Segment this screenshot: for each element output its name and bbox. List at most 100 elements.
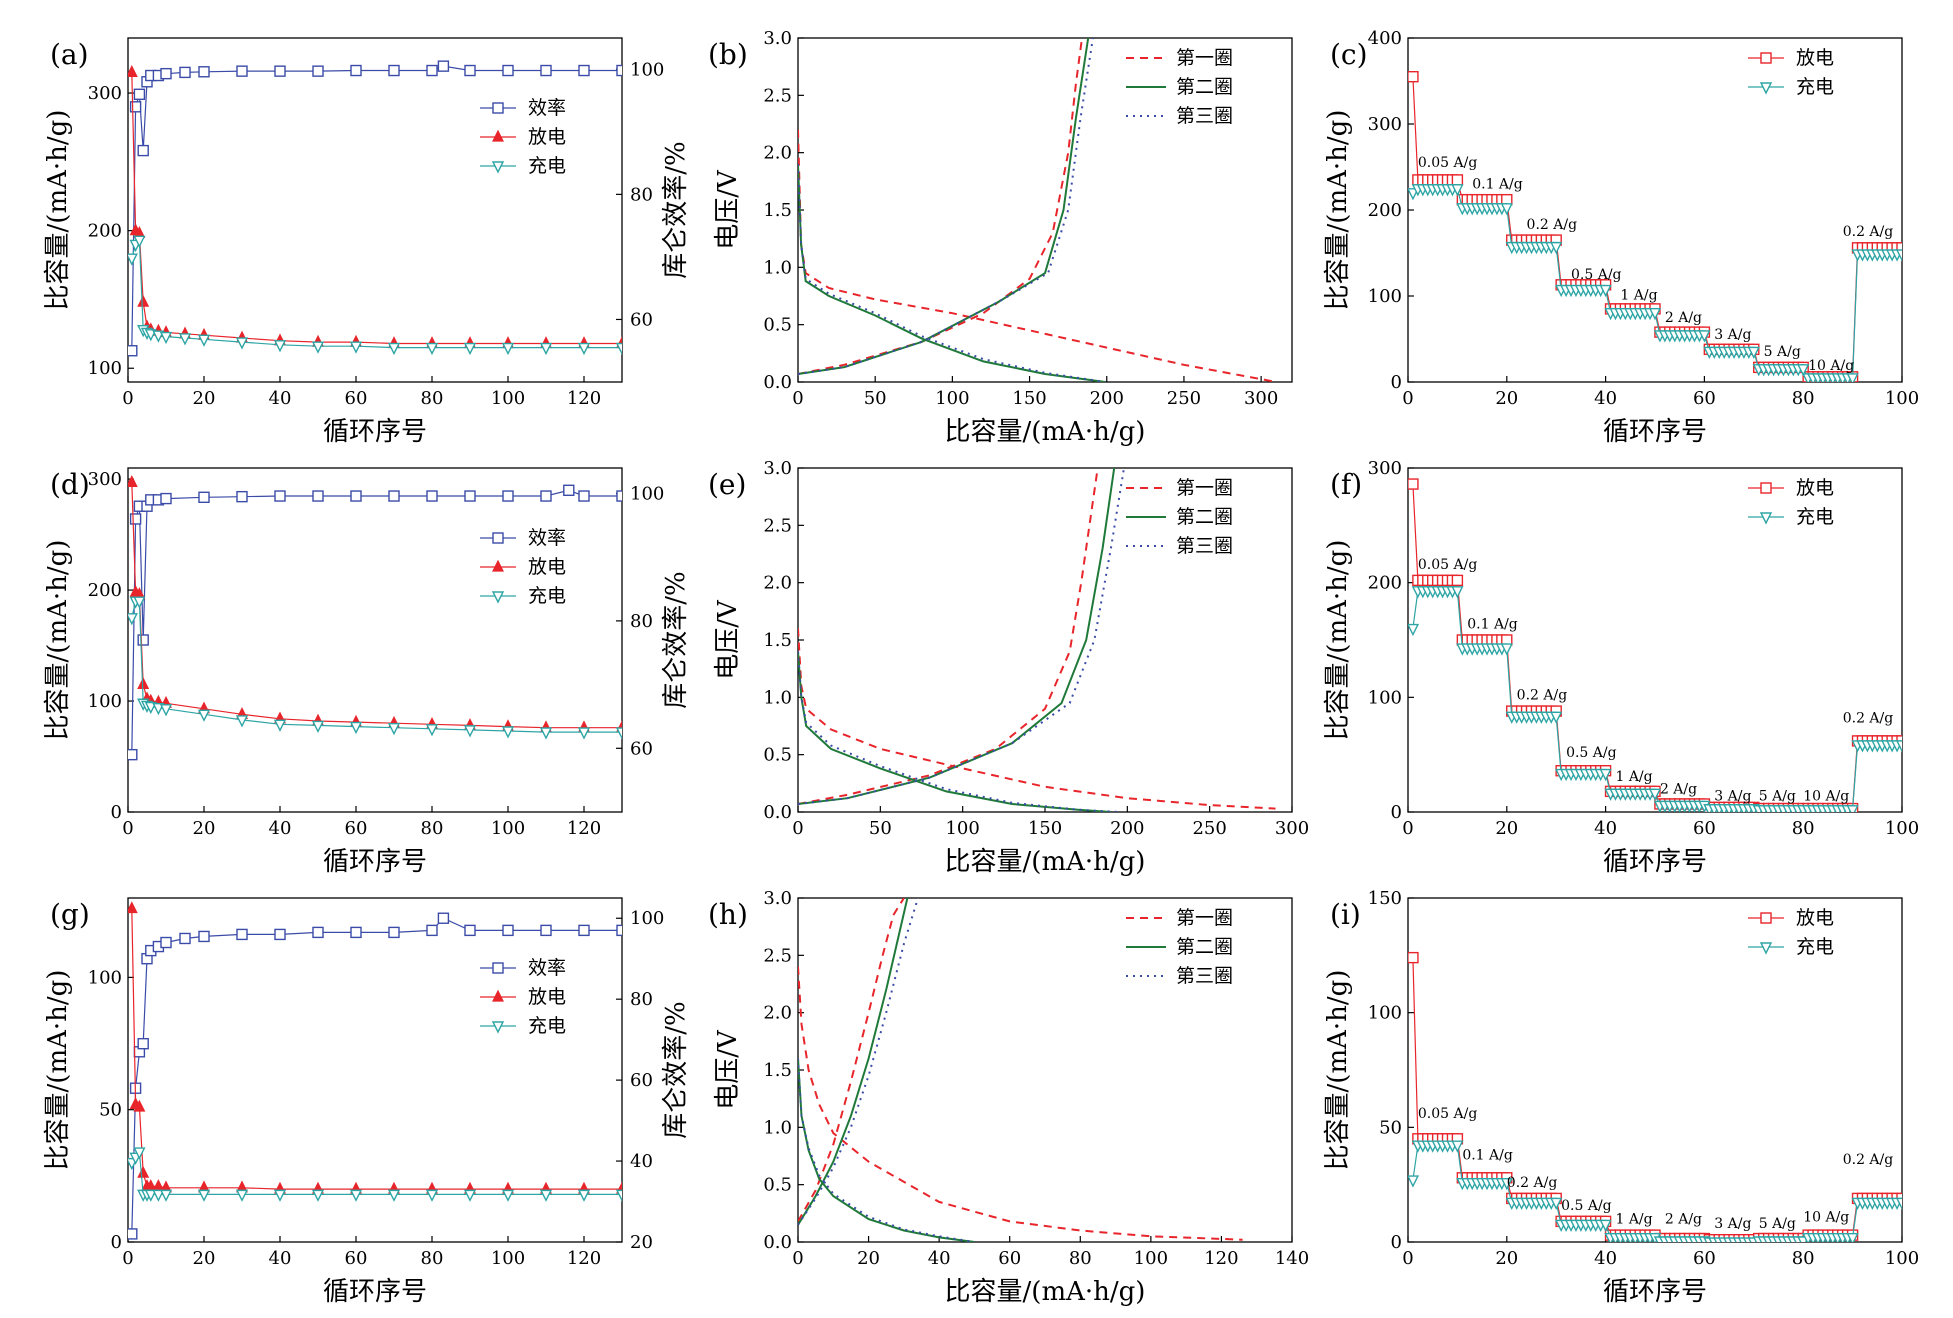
legend-label: 放电 bbox=[1796, 477, 1834, 499]
panel-label: (c) bbox=[1330, 38, 1368, 71]
series-line-效率 bbox=[131, 917, 622, 1234]
x-tick-label: 80 bbox=[1792, 818, 1815, 839]
y-right-tick-label: 60 bbox=[630, 1070, 653, 1091]
data-point-充电 bbox=[1846, 805, 1859, 812]
y-tick-label: 2.0 bbox=[763, 573, 792, 594]
data-point-效率 bbox=[137, 634, 149, 646]
data-point-效率 bbox=[179, 66, 191, 79]
legend-label: 充电 bbox=[1796, 76, 1834, 98]
x-tick-label: 20 bbox=[193, 388, 216, 409]
y-right-tick-label: 20 bbox=[630, 1232, 653, 1253]
y-tick-label: 300 bbox=[88, 469, 122, 490]
x-tick-label: 0 bbox=[122, 388, 133, 409]
x-tick-label: 100 bbox=[1885, 818, 1919, 839]
data-point-效率 bbox=[502, 490, 514, 502]
y-tick-label: 0.5 bbox=[763, 315, 792, 336]
data-point-充电 bbox=[463, 1189, 477, 1202]
legend-label: 效率 bbox=[528, 957, 566, 979]
x-axis-label: 比容量/(mA·h/g) bbox=[945, 847, 1146, 877]
data-point-充电 bbox=[152, 1189, 165, 1202]
panel-label: (e) bbox=[708, 468, 746, 501]
y-tick-label: 50 bbox=[1379, 1117, 1402, 1138]
panel-label: (h) bbox=[708, 898, 748, 931]
x-tick-label: 80 bbox=[1069, 1248, 1092, 1269]
data-point-效率 bbox=[129, 101, 142, 113]
x-tick-label: 40 bbox=[928, 1248, 951, 1269]
data-point-充电 bbox=[197, 334, 211, 347]
data-point-效率 bbox=[179, 932, 191, 945]
y-tick-label: 1.5 bbox=[763, 630, 792, 651]
y-axis-label: 比容量/(mA·h/g) bbox=[1323, 110, 1353, 311]
data-point-充电 bbox=[178, 333, 192, 346]
series-line-第二圈 bbox=[798, 1058, 975, 1242]
data-point-充电 bbox=[1550, 241, 1563, 255]
data-point-效率 bbox=[426, 490, 438, 502]
y-tick-label: 400 bbox=[1368, 28, 1402, 49]
panel-label: (g) bbox=[50, 898, 90, 931]
x-axis-label: 循环序号 bbox=[323, 1277, 427, 1307]
rate-annotation: 0.1 A/g bbox=[1467, 617, 1518, 633]
y-right-tick-label: 80 bbox=[630, 989, 653, 1010]
data-point-放电 bbox=[133, 1099, 146, 1112]
data-point-效率 bbox=[160, 492, 172, 505]
rate-annotation: 0.2 A/g bbox=[1507, 1175, 1558, 1191]
legend-marker bbox=[1760, 52, 1772, 64]
data-point-效率 bbox=[426, 924, 438, 937]
x-tick-label: 150 bbox=[1012, 388, 1046, 409]
data-point-充电 bbox=[159, 331, 173, 345]
data-point-效率 bbox=[236, 490, 248, 503]
chart-panel-h: 0 20 40 60 80 100 120 140 0.0 0.5 1.0 1.5 2.0 2.5 3.0 比… bbox=[708, 888, 1309, 1307]
rate-annotation: 3 A/g bbox=[1714, 1216, 1751, 1232]
legend-label: 放电 bbox=[528, 986, 566, 1008]
chart-panel-a: 0 20 40 60 80 100 120 100 200 300 60 80 100 循环序号 比容量/(… bbox=[43, 37, 691, 447]
data-point-放电 bbox=[1408, 478, 1419, 490]
rate-annotation: 0.1 A/g bbox=[1472, 177, 1523, 193]
x-tick-label: 20 bbox=[1495, 388, 1518, 409]
data-point-充电 bbox=[387, 342, 401, 356]
y-tick-label: 0.5 bbox=[763, 1175, 792, 1196]
series-line-效率 bbox=[131, 65, 622, 351]
data-point-充电 bbox=[349, 721, 363, 735]
data-point-效率 bbox=[578, 64, 590, 77]
x-tick-label: 40 bbox=[1594, 388, 1617, 409]
data-point-充电 bbox=[539, 727, 553, 740]
data-point-充电 bbox=[311, 341, 325, 354]
x-tick-label: 250 bbox=[1167, 388, 1201, 409]
chart-panel-f: 0 20 40 60 80 100 0 100 200 300 循环序号 比容量/(mA·h/g) (f… bbox=[1323, 458, 1919, 877]
data-point-效率 bbox=[388, 926, 400, 939]
y-tick-label: 3.0 bbox=[763, 28, 792, 49]
y-tick-label: 0 bbox=[1391, 1232, 1402, 1253]
y-tick-label: 0.0 bbox=[763, 372, 792, 393]
data-point-效率 bbox=[616, 64, 622, 77]
x-axis-label: 比容量/(mA·h/g) bbox=[945, 417, 1146, 447]
plot-area bbox=[798, 468, 1276, 812]
x-tick-label: 300 bbox=[1244, 388, 1278, 409]
series-line-第一圈 bbox=[798, 38, 1083, 375]
series-line-第三圈 bbox=[798, 651, 1120, 812]
plot-frame bbox=[127, 897, 623, 1243]
y-right-tick-label: 40 bbox=[630, 1151, 653, 1172]
x-tick-label: 50 bbox=[869, 818, 892, 839]
y-axis-label: 比容量/(mA·h/g) bbox=[43, 540, 73, 741]
x-tick-label: 0 bbox=[122, 818, 133, 839]
data-point-充电 bbox=[1599, 284, 1612, 298]
data-point-充电 bbox=[463, 725, 477, 738]
data-point-效率 bbox=[388, 64, 400, 77]
data-point-充电 bbox=[577, 342, 591, 356]
y-tick-label: 2.0 bbox=[763, 1003, 792, 1024]
data-point-充电 bbox=[387, 1189, 401, 1202]
legend-label: 第二圈 bbox=[1176, 506, 1233, 528]
data-point-效率 bbox=[464, 64, 476, 77]
x-tick-label: 120 bbox=[567, 818, 601, 839]
data-point-充电 bbox=[425, 724, 439, 737]
data-point-效率 bbox=[464, 490, 476, 502]
chart-panel-i: 0 20 40 60 80 100 0 50 100 150 循环序号 比容量/(mA·h/g) (i)… bbox=[1323, 888, 1919, 1307]
rate-annotation: 0.05 A/g bbox=[1418, 1106, 1477, 1122]
x-axis-label: 循环序号 bbox=[323, 847, 427, 877]
legend-label: 充电 bbox=[1796, 936, 1834, 958]
data-point-充电 bbox=[615, 1189, 622, 1202]
x-tick-label: 100 bbox=[945, 818, 979, 839]
y-right-tick-label: 80 bbox=[630, 611, 653, 632]
y-tick-label: 2.5 bbox=[763, 945, 792, 966]
plot-frame bbox=[127, 467, 623, 813]
